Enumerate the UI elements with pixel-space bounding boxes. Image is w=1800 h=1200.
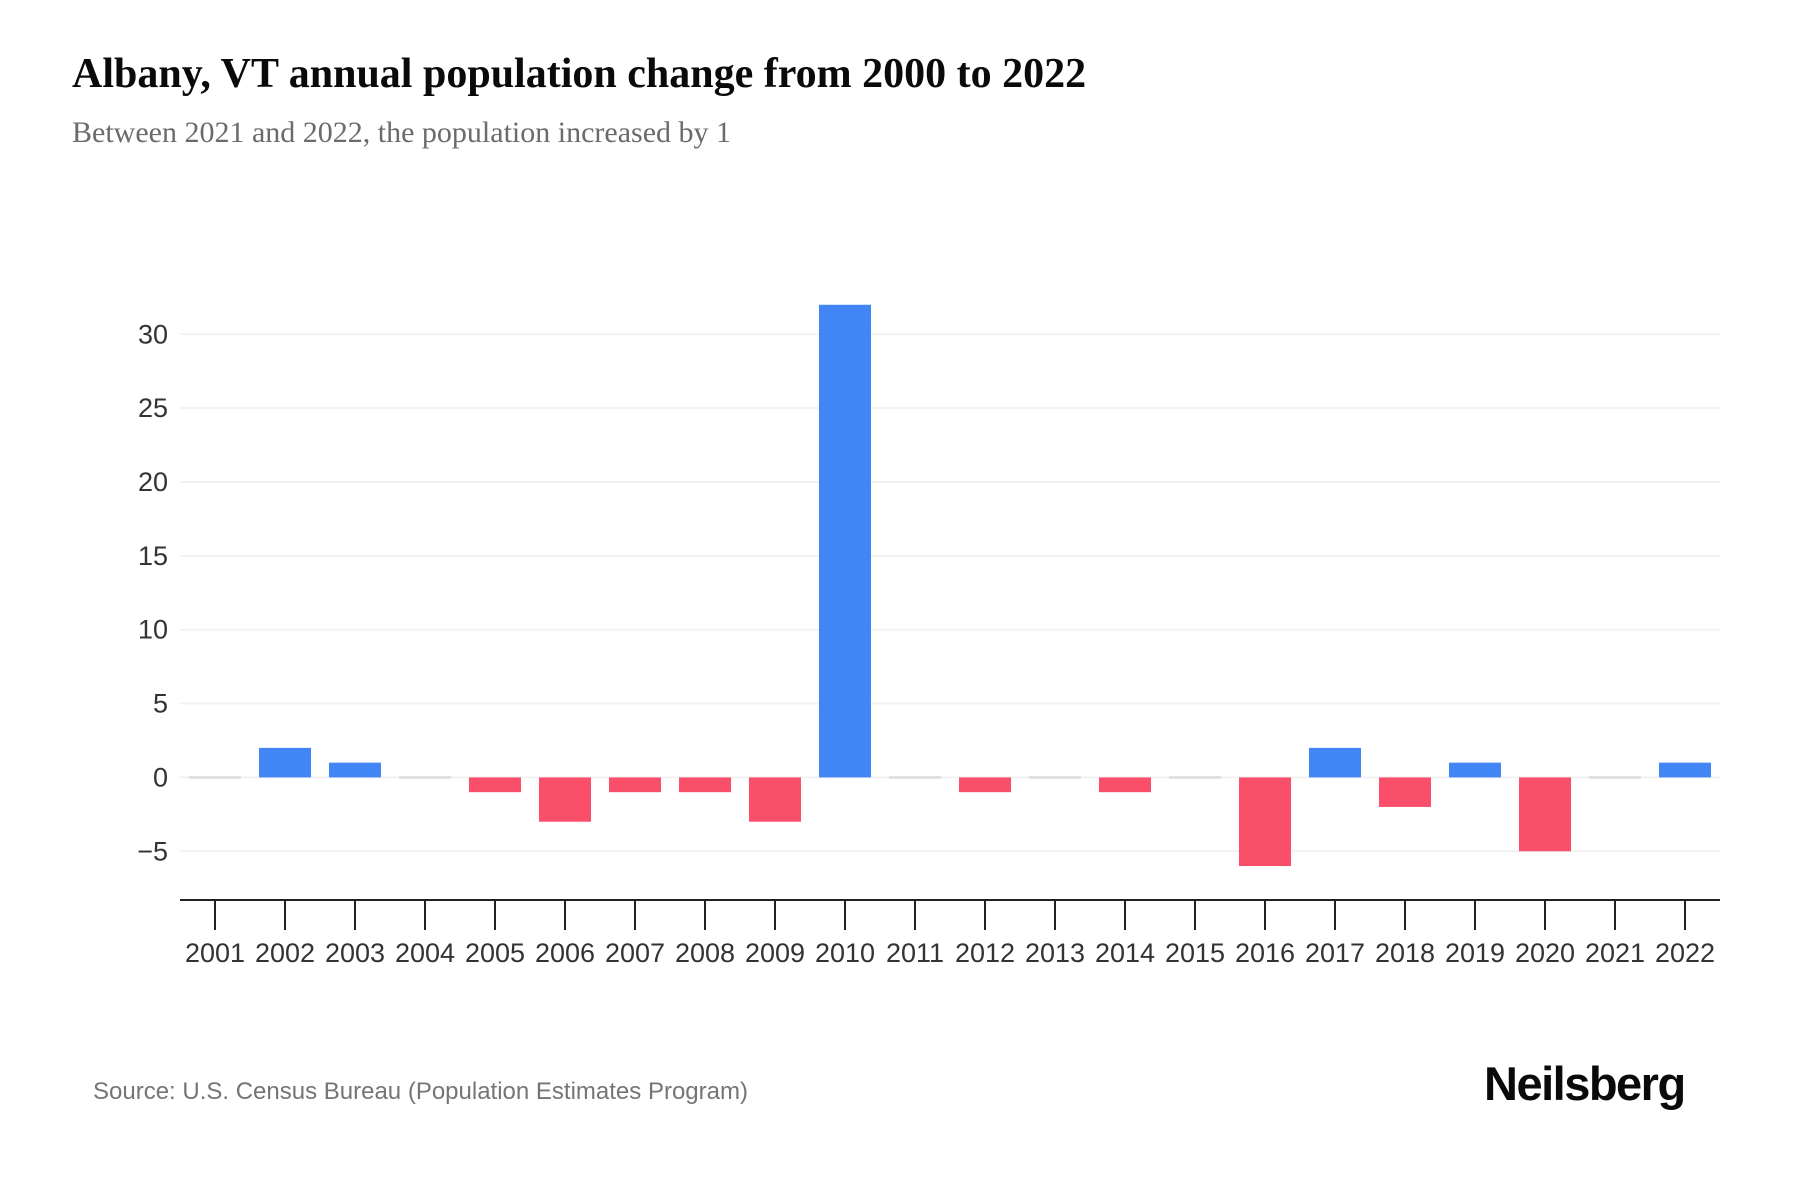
- x-axis-label: 2010: [815, 938, 875, 968]
- x-axis-label: 2011: [886, 938, 944, 968]
- bar-2002[interactable]: [259, 747, 311, 778]
- x-axis-label: 2021: [1585, 938, 1645, 968]
- x-axis-label: 2017: [1305, 938, 1365, 968]
- x-axis-label: 2019: [1445, 938, 1505, 968]
- y-axis-label: 15: [138, 541, 168, 571]
- bar-2013[interactable]: [1029, 775, 1081, 779]
- x-axis-label: 2002: [255, 938, 315, 968]
- chart-title: Albany, VT annual population change from…: [72, 51, 1087, 97]
- bar-2022[interactable]: [1659, 762, 1711, 778]
- x-axis-label: 2014: [1095, 938, 1155, 968]
- bar-2010[interactable]: [819, 304, 871, 778]
- bar-2009[interactable]: [749, 777, 801, 822]
- x-axis-label: 2016: [1235, 938, 1295, 968]
- x-axis-label: 2009: [745, 938, 805, 968]
- y-axis-label: 0: [153, 762, 168, 792]
- bar-2019[interactable]: [1449, 762, 1501, 778]
- x-axis-label: 2018: [1375, 938, 1435, 968]
- chart-subtitle: Between 2021 and 2022, the population in…: [72, 116, 732, 149]
- x-axis-label: 2005: [465, 938, 525, 968]
- x-axis-label: 2013: [1025, 938, 1085, 968]
- bar-2017[interactable]: [1309, 747, 1361, 778]
- source-note: Source: U.S. Census Bureau (Population E…: [93, 1078, 748, 1105]
- bar-2005[interactable]: [469, 777, 521, 793]
- bar-2001[interactable]: [189, 775, 241, 779]
- x-axis-label: 2004: [395, 938, 455, 968]
- bar-2016[interactable]: [1239, 777, 1291, 867]
- y-axis-label: 5: [153, 689, 168, 719]
- y-axis-label: 30: [138, 319, 168, 349]
- bar-2011[interactable]: [889, 775, 941, 779]
- y-axis-label: 25: [138, 393, 168, 423]
- bar-2012[interactable]: [959, 777, 1011, 793]
- x-axis-label: 2008: [675, 938, 735, 968]
- x-axis-label: 2006: [535, 938, 595, 968]
- bar-2007[interactable]: [609, 777, 661, 793]
- neilsberg-logo: Neilsberg: [1484, 1057, 1686, 1110]
- y-axis-label: 10: [138, 615, 168, 645]
- x-axis-label: 2007: [605, 938, 665, 968]
- y-axis-label: −5: [137, 836, 168, 866]
- x-axis-label: 2022: [1655, 938, 1715, 968]
- x-axis-label: 2003: [325, 938, 385, 968]
- y-axis-label: 20: [138, 467, 168, 497]
- bar-2014[interactable]: [1099, 777, 1151, 793]
- bar-2015[interactable]: [1169, 775, 1221, 779]
- bar-2004[interactable]: [399, 775, 451, 779]
- bar-2003[interactable]: [329, 762, 381, 778]
- bar-2018[interactable]: [1379, 777, 1431, 807]
- x-axis-label: 2020: [1515, 938, 1575, 968]
- x-axis-label: 2001: [185, 938, 245, 968]
- bar-2008[interactable]: [679, 777, 731, 793]
- bar-2021[interactable]: [1589, 775, 1641, 779]
- x-axis-label: 2012: [955, 938, 1015, 968]
- bar-2006[interactable]: [539, 777, 591, 822]
- x-axis-label: 2015: [1165, 938, 1225, 968]
- bar-2020[interactable]: [1519, 777, 1571, 852]
